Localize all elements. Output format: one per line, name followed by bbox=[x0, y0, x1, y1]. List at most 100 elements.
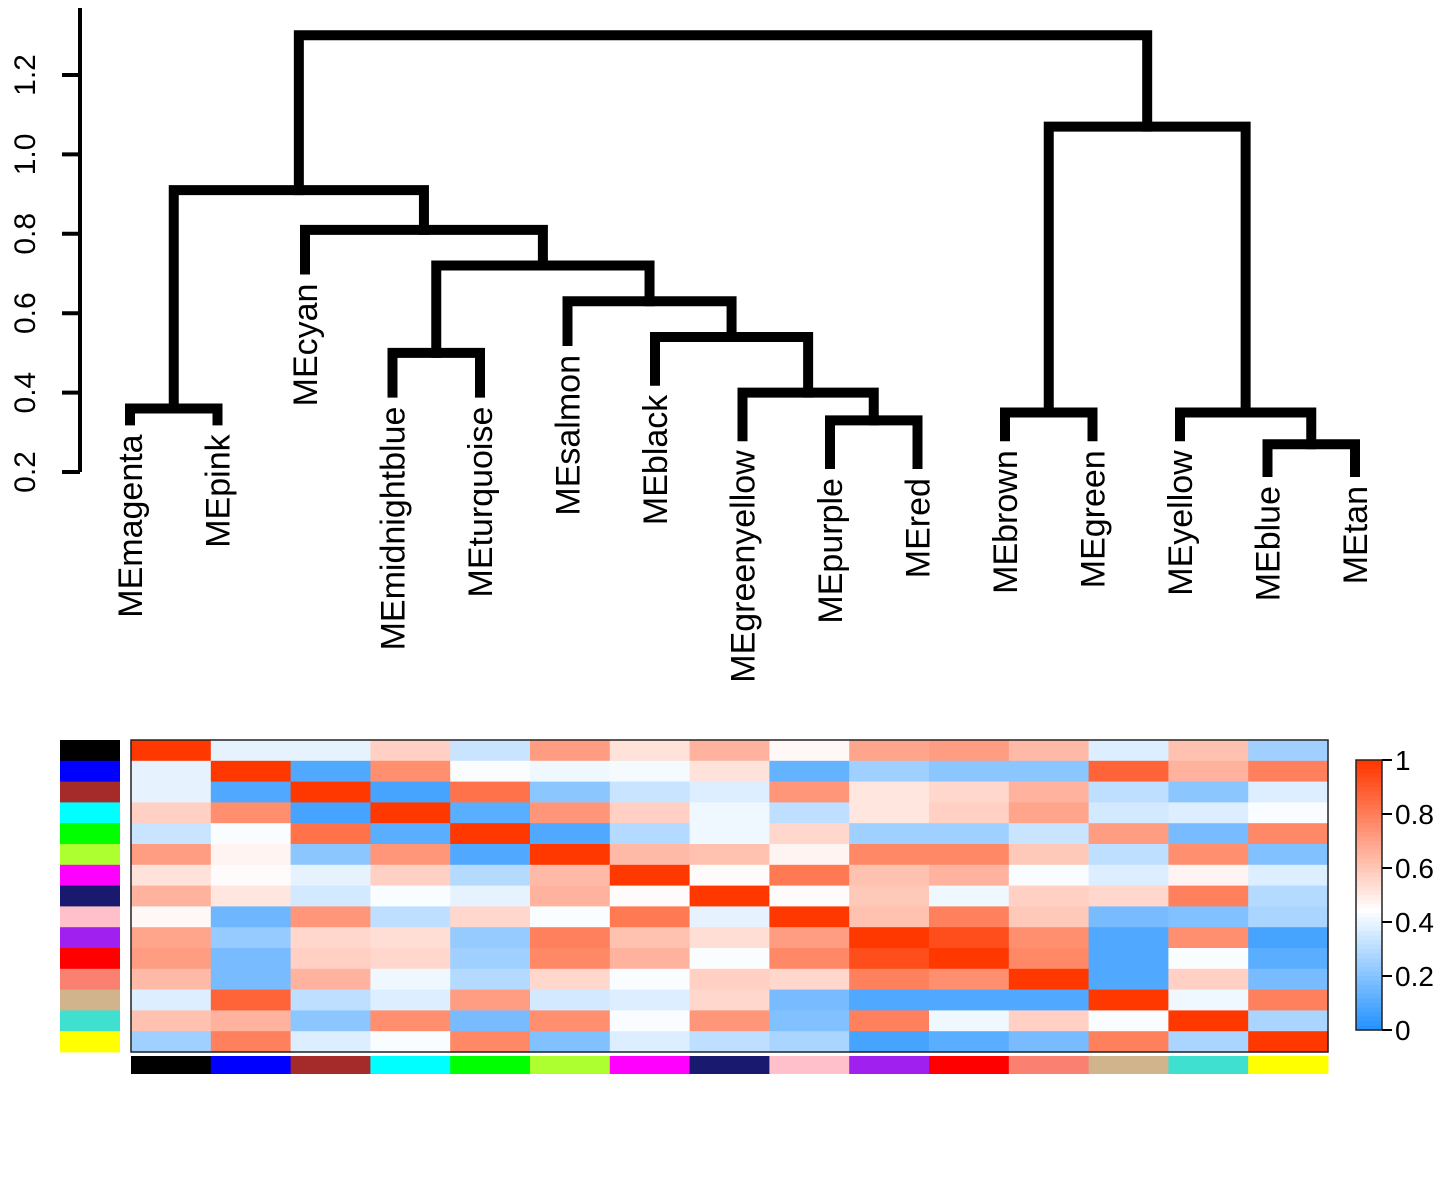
heatmap-cell-6-10 bbox=[929, 864, 1010, 887]
colorbar-segment-7 bbox=[1356, 791, 1382, 797]
colorbar-segment-44 bbox=[1356, 958, 1382, 964]
heatmap-cell-9-9 bbox=[849, 927, 930, 949]
heatmap-cell-4-6 bbox=[609, 823, 691, 845]
heatmap-cell-12-14 bbox=[1248, 989, 1329, 1011]
heatmap-cell-8-0 bbox=[131, 906, 212, 928]
dendrogram-link-m2 bbox=[387, 347, 485, 398]
heatmap-cell-4-12 bbox=[1088, 823, 1169, 845]
heatmap-cell-6-14 bbox=[1248, 864, 1329, 887]
heatmap-cell-9-14 bbox=[1248, 927, 1329, 949]
colorbar: 0 0.2 0.4 0.6 0.8 1 bbox=[1355, 745, 1434, 1046]
colorbar-segment-50 bbox=[1356, 985, 1382, 991]
colorbar-segment-11 bbox=[1356, 809, 1382, 815]
colorbar-segment-33 bbox=[1356, 908, 1382, 914]
colorbar-segment-53 bbox=[1356, 998, 1382, 1004]
colorbar-segment-4 bbox=[1356, 778, 1382, 784]
colorbar-segment-9 bbox=[1356, 800, 1382, 806]
heatmap-cell-7-7 bbox=[689, 885, 770, 907]
heatmap-cell-10-8 bbox=[769, 948, 850, 970]
heatmap-cell-8-3 bbox=[370, 906, 451, 928]
heatmap-cell-8-14 bbox=[1248, 906, 1329, 928]
heatmap-cell-11-8 bbox=[769, 968, 850, 991]
heatmap-cell-10-6 bbox=[609, 948, 691, 970]
heatmap-cell-11-7 bbox=[689, 968, 770, 991]
column-color-swatch-1 bbox=[210, 1056, 291, 1074]
colorbar-segment-5 bbox=[1356, 782, 1382, 788]
heatmap-cell-1-10 bbox=[929, 760, 1010, 783]
heatmap-cell-7-6 bbox=[609, 885, 691, 907]
column-color-swatch-9 bbox=[849, 1056, 930, 1074]
row-color-swatch-12 bbox=[60, 989, 120, 1011]
heatmap-cell-12-7 bbox=[689, 989, 770, 1011]
heatmap-cell-11-5 bbox=[530, 968, 611, 991]
heatmap-cell-14-11 bbox=[1008, 1031, 1090, 1053]
y-tick-label-3: 0.8 bbox=[9, 213, 42, 255]
heatmap-cell-11-14 bbox=[1248, 968, 1329, 991]
heatmap-cell-5-8 bbox=[769, 844, 850, 866]
row-color-swatch-0 bbox=[60, 740, 120, 762]
heatmap-cell-3-12 bbox=[1088, 802, 1169, 824]
heatmap-cell-13-14 bbox=[1248, 1010, 1329, 1032]
heatmap-cell-6-13 bbox=[1168, 864, 1249, 887]
heatmap-cell-4-7 bbox=[689, 823, 770, 845]
heatmap-cell-2-10 bbox=[929, 781, 1010, 803]
colorbar-segment-54 bbox=[1356, 1003, 1382, 1009]
heatmap-cell-12-12 bbox=[1088, 989, 1169, 1011]
colorbar-segment-23 bbox=[1356, 863, 1382, 869]
heatmap-cell-9-10 bbox=[929, 927, 1010, 949]
leaf-label-0: MEmagenta bbox=[112, 434, 150, 617]
column-color-swatch-4 bbox=[450, 1056, 531, 1074]
column-color-swatch-11 bbox=[1008, 1056, 1089, 1074]
heatmap-cell-0-13 bbox=[1168, 740, 1249, 762]
heatmap-cell-2-1 bbox=[210, 781, 292, 803]
colorbar-segment-13 bbox=[1356, 818, 1382, 824]
heatmap-cell-11-12 bbox=[1088, 968, 1169, 991]
heatmap-cell-7-0 bbox=[131, 885, 212, 907]
heatmap-cell-14-12 bbox=[1088, 1031, 1169, 1053]
heatmap-cell-6-3 bbox=[370, 864, 451, 887]
heatmap-cell-14-1 bbox=[210, 1031, 292, 1053]
heatmap-cell-7-5 bbox=[530, 885, 611, 907]
colorbar-tick-label-0: 0 bbox=[1395, 1015, 1411, 1046]
leaf-label-2: MEcyan bbox=[287, 284, 325, 407]
heatmap-cell-10-0 bbox=[131, 948, 212, 970]
heatmap-cell-9-6 bbox=[609, 927, 691, 949]
colorbar-segment-58 bbox=[1356, 1021, 1382, 1027]
heatmap-cell-6-1 bbox=[210, 864, 292, 887]
colorbar-segment-40 bbox=[1356, 940, 1382, 946]
colorbar-segment-31 bbox=[1356, 899, 1382, 905]
leaf-label-10: MEbrown bbox=[987, 450, 1025, 594]
heatmap-cell-11-13 bbox=[1168, 968, 1249, 991]
heatmap-cell-13-0 bbox=[131, 1010, 212, 1032]
heatmap-cell-13-1 bbox=[210, 1010, 292, 1032]
heatmap-cell-9-1 bbox=[210, 927, 292, 949]
heatmap-cell-2-0 bbox=[131, 781, 212, 803]
dendrogram-link-m4 bbox=[737, 387, 879, 442]
leaf-label-12: MEyellow bbox=[1162, 450, 1200, 596]
heatmap-cell-8-12 bbox=[1088, 906, 1169, 928]
heatmap-cell-6-7 bbox=[689, 864, 770, 887]
heatmap-cell-3-9 bbox=[849, 802, 930, 824]
colorbar-segment-18 bbox=[1356, 841, 1382, 847]
heatmap-cell-5-7 bbox=[689, 844, 770, 866]
column-color-swatch-3 bbox=[370, 1056, 451, 1074]
heatmap-cell-11-4 bbox=[450, 968, 531, 991]
heatmap-cell-1-0 bbox=[131, 760, 212, 783]
heatmap-cell-3-8 bbox=[769, 802, 850, 824]
heatmap-cell-13-9 bbox=[849, 1010, 930, 1032]
heatmap-cell-6-9 bbox=[849, 864, 930, 887]
leaf-label-7: MEgreenyellow bbox=[725, 450, 763, 683]
heatmap-cell-12-13 bbox=[1168, 989, 1249, 1011]
heatmap-cell-10-5 bbox=[530, 948, 611, 970]
heatmap-cell-1-13 bbox=[1168, 760, 1249, 783]
row-color-swatch-3 bbox=[60, 802, 120, 824]
heatmap-cell-14-9 bbox=[849, 1031, 930, 1053]
heatmap-cell-6-8 bbox=[769, 864, 850, 887]
colorbar-segment-52 bbox=[1356, 994, 1382, 1000]
colorbar-segment-6 bbox=[1356, 787, 1382, 793]
heatmap-cell-0-1 bbox=[210, 740, 292, 762]
heatmap-cell-6-0 bbox=[131, 864, 212, 887]
dendrogram-link-m14 bbox=[293, 30, 1153, 196]
heatmap-cell-4-3 bbox=[370, 823, 451, 845]
heatmap-cell-14-10 bbox=[929, 1031, 1010, 1053]
